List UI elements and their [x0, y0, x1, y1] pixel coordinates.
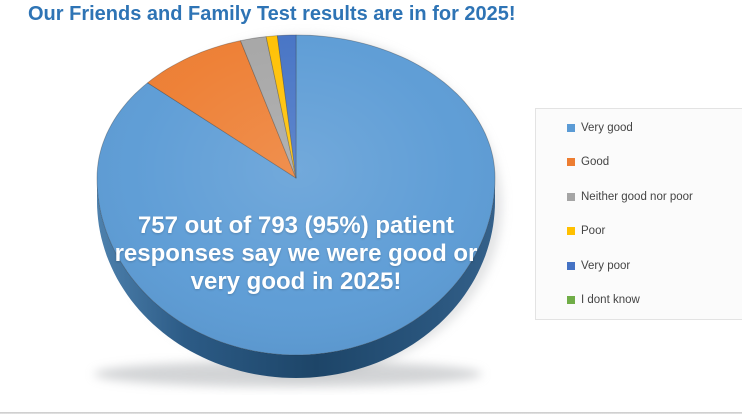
- pie-annotation-line: responses say we were good or: [114, 240, 478, 267]
- legend-item: I dont know: [567, 294, 738, 306]
- legend-item-label: Neither good nor poor: [581, 190, 693, 203]
- legend-item: Very poor: [567, 260, 738, 272]
- pie-annotation-line: 757 out of 793 (95%) patient: [137, 212, 455, 239]
- legend-swatch: [567, 227, 575, 236]
- pie-slices: [94, 34, 502, 387]
- legend-swatch: [567, 124, 575, 132]
- legend-item-label: Poor: [581, 225, 606, 238]
- legend-swatch: [567, 158, 575, 167]
- legend-swatch: [567, 261, 575, 270]
- legend-item-label: I dont know: [581, 293, 640, 306]
- legend-item: Very good: [567, 122, 738, 134]
- chart-title: Our Friends and Family Test results are …: [28, 3, 516, 25]
- pie-annotation-line: very good in 2025!: [190, 268, 402, 295]
- legend-item-label: Very poor: [581, 259, 631, 272]
- legend-swatch: [567, 192, 575, 201]
- legend-swatch: [567, 295, 575, 304]
- legend-item: Neither good nor poor: [567, 191, 738, 203]
- legend-item-label: Good: [581, 156, 610, 169]
- legend-item: Good: [567, 156, 738, 168]
- chart-legend: Very good Good Neither good nor poor Poor Ve…: [535, 108, 742, 320]
- legend-item: Poor: [567, 225, 738, 237]
- bottom-divider: [0, 412, 742, 414]
- legend-item-label: Very good: [581, 122, 633, 134]
- pie-annotation: 757 out of 793 (95%) patient responses s…: [96, 212, 496, 296]
